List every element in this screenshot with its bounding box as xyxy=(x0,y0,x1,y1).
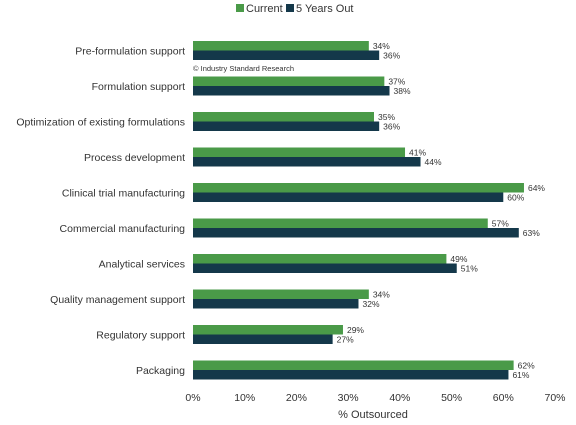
bar-current-formulation-support xyxy=(193,76,385,86)
category-label-optimization-of-existing-formulations: Optimization of existing formulations xyxy=(16,117,185,129)
bar-current-regulatory-support xyxy=(193,325,343,335)
bar-current-optimization-of-existing-formulations xyxy=(193,112,374,122)
bar-5-years-out-regulatory-support xyxy=(193,334,333,344)
value-label-5-years-out-analytical-services: 51% xyxy=(461,264,478,274)
bar-current-quality-management-support xyxy=(193,289,369,299)
category-label-formulation-support: Formulation support xyxy=(92,81,185,93)
category-label-commercial-manufacturing: Commercial manufacturing xyxy=(60,223,186,235)
legend-label-current: Current xyxy=(246,3,283,15)
bar-current-commercial-manufacturing xyxy=(193,218,488,228)
x-tick-20: 20% xyxy=(286,392,307,404)
x-axis-ticks: 0% 10% 20% 30% 40% 50% 60% 70% xyxy=(185,392,565,404)
value-label-5-years-out-clinical-trial-manufacturing: 60% xyxy=(507,193,524,203)
value-label-5-years-out-commercial-manufacturing: 63% xyxy=(523,228,540,238)
value-label-5-years-out-optimization-of-existing-formulations: 36% xyxy=(383,122,400,132)
bar-current-clinical-trial-manufacturing xyxy=(193,183,524,193)
category-label-process-development: Process development xyxy=(84,152,185,164)
x-tick-0: 0% xyxy=(185,392,200,404)
value-label-5-years-out-regulatory-support: 27% xyxy=(337,335,354,345)
value-label-current-clinical-trial-manufacturing: 64% xyxy=(528,183,545,193)
value-label-5-years-out-packaging: 61% xyxy=(512,370,529,380)
bar-current-process-development xyxy=(193,147,406,157)
bar-5-years-out-packaging xyxy=(193,370,509,380)
value-label-current-formulation-support: 37% xyxy=(388,77,405,87)
value-label-current-regulatory-support: 29% xyxy=(347,325,364,335)
x-tick-70: 70% xyxy=(544,392,565,404)
value-label-5-years-out-quality-management-support: 32% xyxy=(362,299,379,309)
value-label-current-packaging: 62% xyxy=(518,361,535,371)
value-label-5-years-out-pre-formulation-support: 36% xyxy=(383,51,400,61)
x-tick-10: 10% xyxy=(234,392,255,404)
legend-label-5-years-out: 5 Years Out xyxy=(296,3,354,15)
category-label-regulatory-support: Regulatory support xyxy=(96,330,185,342)
category-label-analytical-services: Analytical services xyxy=(99,259,185,271)
bar-5-years-out-optimization-of-existing-formulations xyxy=(193,121,380,131)
x-tick-40: 40% xyxy=(389,392,410,404)
category-label-quality-management-support: Quality management support xyxy=(50,294,185,306)
x-tick-60: 60% xyxy=(493,392,514,404)
value-label-current-commercial-manufacturing: 57% xyxy=(492,219,509,229)
legend-swatch-5-years-out xyxy=(286,4,294,12)
bar-5-years-out-formulation-support xyxy=(193,86,390,96)
bar-current-pre-formulation-support xyxy=(193,41,369,51)
value-label-5-years-out-formulation-support: 38% xyxy=(394,86,411,96)
copyright-annotation: © Industry Standard Research xyxy=(193,64,294,73)
x-axis-label: % Outsourced xyxy=(338,409,408,421)
bar-current-packaging xyxy=(193,360,514,370)
x-tick-50: 50% xyxy=(441,392,462,404)
bar-5-years-out-analytical-services xyxy=(193,263,457,273)
bar-5-years-out-quality-management-support xyxy=(193,299,359,309)
category-labels: Pre-formulation support Formulation suppo… xyxy=(16,46,185,378)
bars-group xyxy=(193,41,524,380)
x-tick-30: 30% xyxy=(338,392,359,404)
bar-5-years-out-process-development xyxy=(193,157,421,167)
value-label-current-optimization-of-existing-formulations: 35% xyxy=(378,112,395,122)
value-label-current-analytical-services: 49% xyxy=(450,254,467,264)
value-label-current-pre-formulation-support: 34% xyxy=(373,41,390,51)
value-label-current-process-development: 41% xyxy=(409,148,426,158)
legend: Current 5 Years Out xyxy=(236,3,354,15)
value-labels: 34%36%37%38%35%36%41%44%64%60%57%63%49%5… xyxy=(337,41,546,380)
value-label-current-quality-management-support: 34% xyxy=(373,290,390,300)
category-label-packaging: Packaging xyxy=(136,365,185,377)
bar-5-years-out-pre-formulation-support xyxy=(193,50,380,60)
bar-current-analytical-services xyxy=(193,254,447,264)
category-label-pre-formulation-support: Pre-formulation support xyxy=(75,46,185,58)
bar-5-years-out-commercial-manufacturing xyxy=(193,228,519,238)
bar-5-years-out-clinical-trial-manufacturing xyxy=(193,192,504,202)
value-label-5-years-out-process-development: 44% xyxy=(425,157,442,167)
category-label-clinical-trial-manufacturing: Clinical trial manufacturing xyxy=(62,188,185,200)
legend-swatch-current xyxy=(236,4,244,12)
